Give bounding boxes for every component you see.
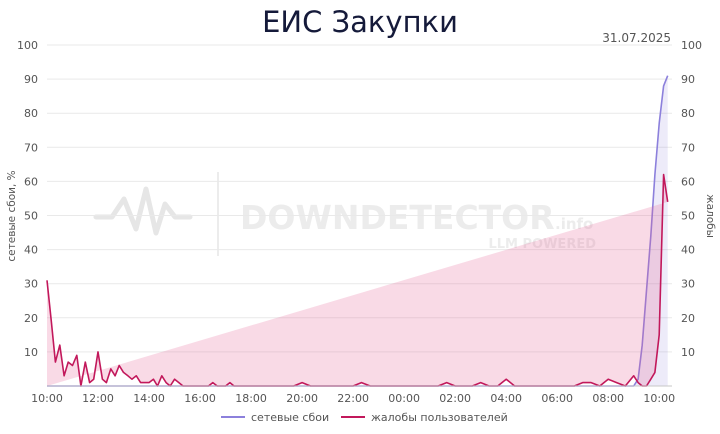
y-left-tick-label: 60 <box>24 175 38 188</box>
y-right-tick-label: 10 <box>681 346 695 359</box>
y-left-tick-label: 100 <box>17 39 38 52</box>
x-tick-label: 06:00 <box>541 392 573 405</box>
x-tick-label: 04:00 <box>490 392 522 405</box>
y-left-tick-label: 30 <box>24 278 38 291</box>
y-right-tick-label: 70 <box>681 141 695 154</box>
watermark-pulse-icon <box>93 186 193 236</box>
y-axis-right: 10 20 30 40 50 60 70 80 90 100 <box>681 39 702 359</box>
y-left-tick-label: 70 <box>24 141 38 154</box>
x-tick-label: 02:00 <box>439 392 471 405</box>
y-left-tick-label: 20 <box>24 312 38 325</box>
downdetector-watermark: DOWNDETECTOR .info LLM POWERED <box>93 172 596 256</box>
x-tick-label: 00:00 <box>388 392 420 405</box>
y-axis-left: 10 20 30 40 50 60 70 80 90 100 <box>17 39 38 359</box>
legend: сетевые сбои жалобы пользователей <box>221 411 508 424</box>
y-left-tick-label: 50 <box>24 210 38 223</box>
legend-item-network[interactable]: сетевые сбои <box>221 411 329 424</box>
y-right-tick-label: 30 <box>681 278 695 291</box>
grid <box>47 44 672 353</box>
x-tick-label: 12:00 <box>82 392 114 405</box>
y-axis-left-title: сетевые сбои, % <box>6 170 18 261</box>
y-axis-right-title: жалобы <box>704 194 716 238</box>
y-right-tick-label: 80 <box>681 107 695 120</box>
watermark-main: DOWNDETECTOR <box>240 198 555 237</box>
y-right-tick-label: 20 <box>681 312 695 325</box>
watermark-suffix: .info <box>555 215 593 233</box>
x-tick-label: 14:00 <box>133 392 165 405</box>
y-left-tick-label: 90 <box>24 73 38 86</box>
y-left-tick-label: 10 <box>24 346 38 359</box>
y-right-tick-label: 100 <box>681 39 702 52</box>
series-area-complaints <box>47 174 668 386</box>
x-tick-label: 10:00 <box>643 392 675 405</box>
watermark-sub: LLM POWERED <box>488 237 596 252</box>
x-tick-label: 22:00 <box>337 392 369 405</box>
x-axis: 10:00 12:00 14:00 16:00 18:00 20:00 22:00 00:00… <box>31 392 675 405</box>
y-right-tick-label: 50 <box>681 210 695 223</box>
y-right-tick-label: 60 <box>681 175 695 188</box>
x-tick-label: 10:00 <box>31 392 63 405</box>
legend-label-complaints: жалобы пользователей <box>371 411 508 424</box>
y-left-tick-label: 40 <box>24 244 38 257</box>
y-right-tick-label: 90 <box>681 73 695 86</box>
chart-date: 31.07.2025 <box>602 31 671 45</box>
x-tick-label: 18:00 <box>235 392 267 405</box>
chart-title: ЕИС Закупки <box>262 5 458 39</box>
x-tick-label: 08:00 <box>592 392 624 405</box>
legend-item-complaints[interactable]: жалобы пользователей <box>341 411 508 424</box>
y-right-tick-label: 40 <box>681 244 695 257</box>
legend-label-network: сетевые сбои <box>251 411 329 424</box>
x-tick-label: 20:00 <box>286 392 318 405</box>
x-tick-label: 16:00 <box>184 392 216 405</box>
y-left-tick-label: 80 <box>24 107 38 120</box>
